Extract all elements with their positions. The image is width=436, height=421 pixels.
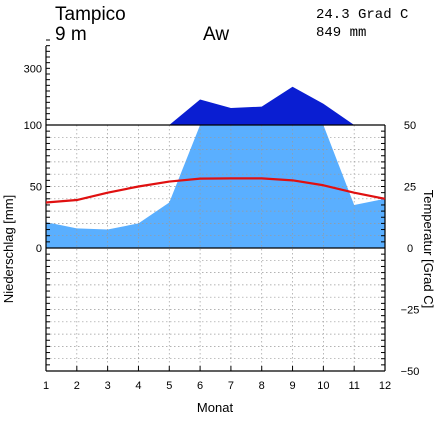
x-axis-label: Monat: [197, 400, 234, 415]
x-tick-label: 1: [43, 380, 49, 392]
climate-classification: Aw: [203, 24, 229, 45]
left-tick-label: 300: [24, 63, 42, 75]
x-tick-label: 8: [259, 380, 265, 392]
x-tick-label: 7: [228, 380, 234, 392]
temperature-line: [45, 177, 386, 204]
right-tick-label: −50: [401, 366, 420, 378]
x-tick-label: 12: [379, 380, 391, 392]
x-tick-label: 2: [74, 380, 80, 392]
left-tick-label: 100: [24, 120, 42, 132]
x-tick-label: 9: [289, 380, 295, 392]
precipitation-excess-area: [46, 86, 385, 125]
grid-lines: [46, 125, 385, 371]
y-axis-label-right: Temperatur [Grad C]: [421, 190, 436, 309]
right-tick-label: 0: [407, 243, 413, 255]
right-tick-label: −25: [401, 305, 420, 317]
left-tick-label: 50: [30, 182, 42, 194]
x-tick-label: 5: [166, 380, 172, 392]
x-tick-label: 3: [105, 380, 111, 392]
y-axis-label-left: Niederschlag [mm]: [1, 195, 16, 303]
annual-precipitation: 849 mm: [316, 25, 366, 41]
x-tick-label: 4: [135, 380, 141, 392]
x-tick-label: 6: [197, 380, 203, 392]
left-tick-label: 0: [36, 243, 42, 255]
right-tick-label: 25: [404, 182, 416, 194]
station-elevation: 9 m: [55, 24, 87, 45]
right-tick-label: 50: [404, 120, 416, 132]
mean-temperature: 24.3 Grad C: [316, 7, 408, 23]
station-name: Tampico: [55, 4, 126, 25]
x-tick-label: 11: [348, 380, 359, 392]
x-tick-label: 10: [317, 380, 329, 392]
